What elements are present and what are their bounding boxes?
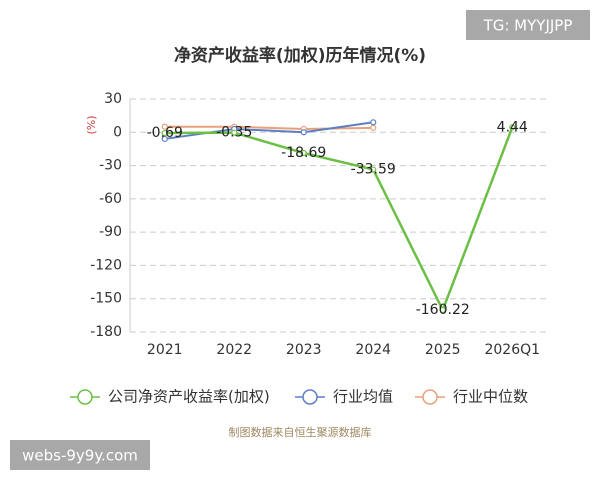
y-tick-label: -180 [90, 324, 122, 340]
legend-marker [77, 389, 93, 405]
data-label: -0.69 [147, 125, 183, 141]
point [300, 149, 307, 157]
legend-label: 公司净资产收益率(加权) [108, 388, 270, 406]
x-tick-label: 2023 [286, 342, 322, 358]
y-tick-label: -120 [90, 257, 122, 273]
legend-label: 行业均值 [333, 388, 393, 406]
watermark: TG: MYYJJPP [483, 17, 573, 35]
legend-marker [302, 389, 318, 405]
y-tick-label: -60 [99, 191, 122, 207]
y-tick-label: 30 [104, 91, 122, 107]
x-tick-label: 2024 [355, 342, 391, 358]
point [161, 135, 168, 143]
legend-label: 行业中位数 [453, 388, 528, 406]
point [370, 124, 377, 131]
y-tick-label: -90 [99, 224, 122, 240]
series-line [164, 126, 514, 314]
point [161, 129, 168, 137]
x-tick-label: 2026Q1 [484, 342, 540, 358]
point [231, 129, 238, 136]
data-label: 4.44 [497, 119, 528, 135]
watermark-box [466, 10, 590, 40]
data-label: -18.69 [281, 145, 326, 161]
point [300, 129, 307, 136]
point [509, 124, 516, 131]
x-tick-label: 2022 [216, 342, 252, 358]
series-line [164, 125, 374, 130]
data-label: -160.22 [416, 302, 470, 318]
data-label: -0.35 [216, 125, 252, 141]
source-note: 制图数据来自恒生聚源数据库 [229, 425, 372, 439]
legend-marker [422, 389, 438, 405]
y-tick-label: -150 [90, 291, 122, 307]
point [370, 166, 377, 173]
y-tick-label: 0 [113, 124, 122, 140]
x-tick-label: 2025 [425, 342, 461, 358]
data-label: -33.59 [351, 162, 396, 178]
y-axis-label: (%) [85, 115, 98, 134]
point [161, 123, 168, 130]
y-tick-label: -30 [99, 158, 122, 174]
series-line [164, 121, 374, 140]
watermark: webs-9y9y.com [22, 447, 138, 465]
point [370, 119, 377, 126]
chart-title: 净资产收益率(加权)历年情况(%) [174, 45, 426, 66]
x-tick-label: 2021 [147, 342, 183, 358]
point [439, 306, 446, 314]
watermark-box [10, 440, 150, 470]
